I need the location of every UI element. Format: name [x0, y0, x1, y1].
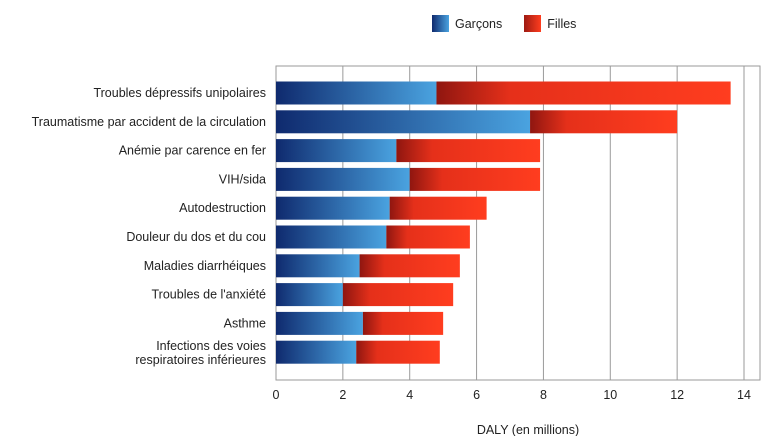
x-tick-label: 6	[473, 388, 480, 402]
legend-item-boys: Garçons	[432, 15, 502, 32]
x-axis-title: DALY (en millions)	[477, 423, 579, 436]
category-label: Troubles de l'anxiété	[152, 288, 267, 302]
category-label: VIH/sida	[219, 172, 266, 186]
bar-boys	[276, 311, 363, 335]
bar-girls	[362, 311, 444, 335]
category-label: Infections des voies respiratoires inféri…	[135, 339, 266, 367]
legend-item-girls: Filles	[524, 15, 576, 32]
bar-girls	[356, 340, 440, 364]
bar-boys	[276, 225, 387, 249]
bar-girls	[396, 139, 541, 163]
category-label: Autodestruction	[179, 201, 266, 215]
bar-girls	[389, 196, 487, 220]
x-tick-labels: 0 2 4 6 8 10 12 14	[273, 388, 751, 402]
bar-girls	[530, 110, 678, 134]
category-label: Troubles dépressifs unipolaires	[93, 86, 266, 100]
legend-label-girls: Filles	[547, 16, 577, 31]
category-label: Anémie par carence en fer	[119, 144, 266, 158]
bar-girls	[359, 254, 460, 278]
x-tick-label: 12	[670, 388, 684, 402]
legend: Garçons Filles	[432, 15, 598, 32]
bar-girls	[409, 167, 541, 191]
x-tick-label: 0	[273, 388, 280, 402]
x-tick-label: 10	[603, 388, 617, 402]
x-tick-label: 2	[339, 388, 346, 402]
bar-boys	[276, 254, 360, 278]
x-tick-label: 8	[540, 388, 547, 402]
bar-girls	[342, 283, 454, 307]
bar-girls	[386, 225, 470, 249]
bar-boys	[276, 139, 397, 163]
bar-boys	[276, 196, 390, 220]
legend-swatch-boys	[432, 15, 449, 32]
bar-boys	[276, 283, 343, 307]
bar-girls	[436, 81, 731, 105]
category-labels: Troubles dépressifs unipolaires Traumatis…	[32, 86, 266, 367]
legend-swatch-girls	[524, 15, 542, 32]
bar-boys	[276, 340, 357, 364]
category-label: Maladies diarrhéiques	[144, 259, 266, 273]
category-label: Asthme	[224, 316, 266, 330]
x-tick-label: 14	[737, 388, 751, 402]
bars	[276, 81, 731, 364]
category-label: Traumatisme par accident de la circulati…	[32, 115, 266, 129]
bar-boys	[276, 81, 437, 105]
bar-boys	[276, 110, 531, 134]
legend-label-boys: Garçons	[455, 16, 503, 31]
bar-boys	[276, 167, 410, 191]
x-tick-label: 4	[406, 388, 413, 402]
category-label: Douleur du dos et du cou	[126, 230, 266, 244]
